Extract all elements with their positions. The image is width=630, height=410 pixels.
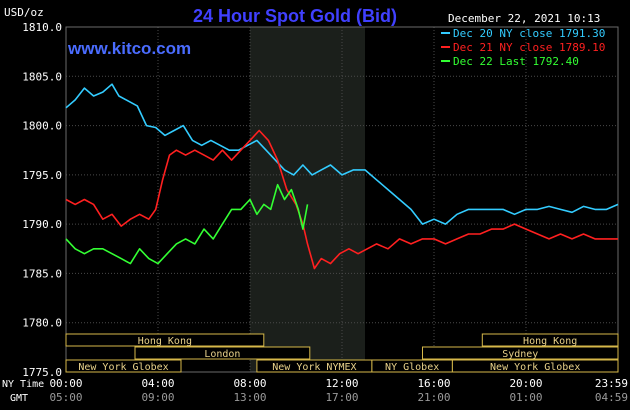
ny-tick-label: 16:00 [417,377,450,390]
gmt-tick-label: 04:59 [595,391,628,404]
y-axis: 1775.0 1780.0 1785.0 1790.0 1795.0 1800.0 1805… [22,21,62,379]
session-bar [422,346,619,360]
y-tick-label: 1780.0 [22,317,62,330]
gmt-tick-label: 13:00 [233,391,266,404]
ny-tick-label: 12:00 [325,377,358,390]
ny-tick-label: 20:00 [509,377,542,390]
session-bar [451,359,619,373]
ny-tick-label: 00:00 [49,377,82,390]
ny-tick-label: 23:59 [595,377,628,390]
session-label: London [204,349,240,360]
legend-entry: Dec 21 NY close 1789.10 [453,41,605,54]
session-label: Hong Kong [138,336,192,347]
y-tick-label: 1775.0 [22,366,62,379]
legend-entry: Dec 22 Last 1792.40 [453,55,579,68]
gmt-tick-label: 21:00 [417,391,450,404]
gmt-tick-label: 09:00 [141,391,174,404]
gmt-tick-label: 05:00 [49,391,82,404]
session-bar [481,333,619,347]
ny-tick-label: 08:00 [233,377,266,390]
session-bar [65,359,182,373]
session-label: New York NYMEX [272,362,356,373]
ny-tick-label: 04:00 [141,377,174,390]
session-label: NY Globex [385,362,439,373]
series-line-1 [65,83,619,225]
session-label: Sydney [502,349,538,360]
session-label: New York Globex [78,362,168,373]
y-tick-label: 1790.0 [22,218,62,231]
session-bar [134,346,311,360]
market-sessions: Hong Kong Hong Kong London Sydney New York G… [65,333,619,373]
y-tick-label: 1800.0 [22,120,62,133]
legend-entry: Dec 20 NY close 1791.30 [453,27,605,40]
session-label: Hong Kong [523,336,577,347]
y-tick-label: 1810.0 [22,21,62,34]
watermark: www.kitco.com [67,39,191,58]
gmt-label: GMT [10,393,28,404]
series-line-3 [65,183,309,265]
gmt-tick-label: 01:00 [509,391,542,404]
gmt-tick-label: 17:00 [325,391,358,404]
ny-time-label: NY Time [2,379,44,390]
y-unit-label: USD/oz [4,6,44,19]
chart-date: December 22, 2021 10:13 [448,12,600,25]
y-tick-label: 1795.0 [22,169,62,182]
session-bar [65,333,265,347]
nymex-shaded-region [250,27,365,372]
y-tick-label: 1785.0 [22,267,62,280]
series-lines [65,83,619,270]
chart-title: 24 Hour Spot Gold (Bid) [193,6,397,26]
series-line-2 [65,129,618,270]
session-label: New York Globex [490,362,580,373]
y-tick-label: 1805.0 [22,70,62,83]
